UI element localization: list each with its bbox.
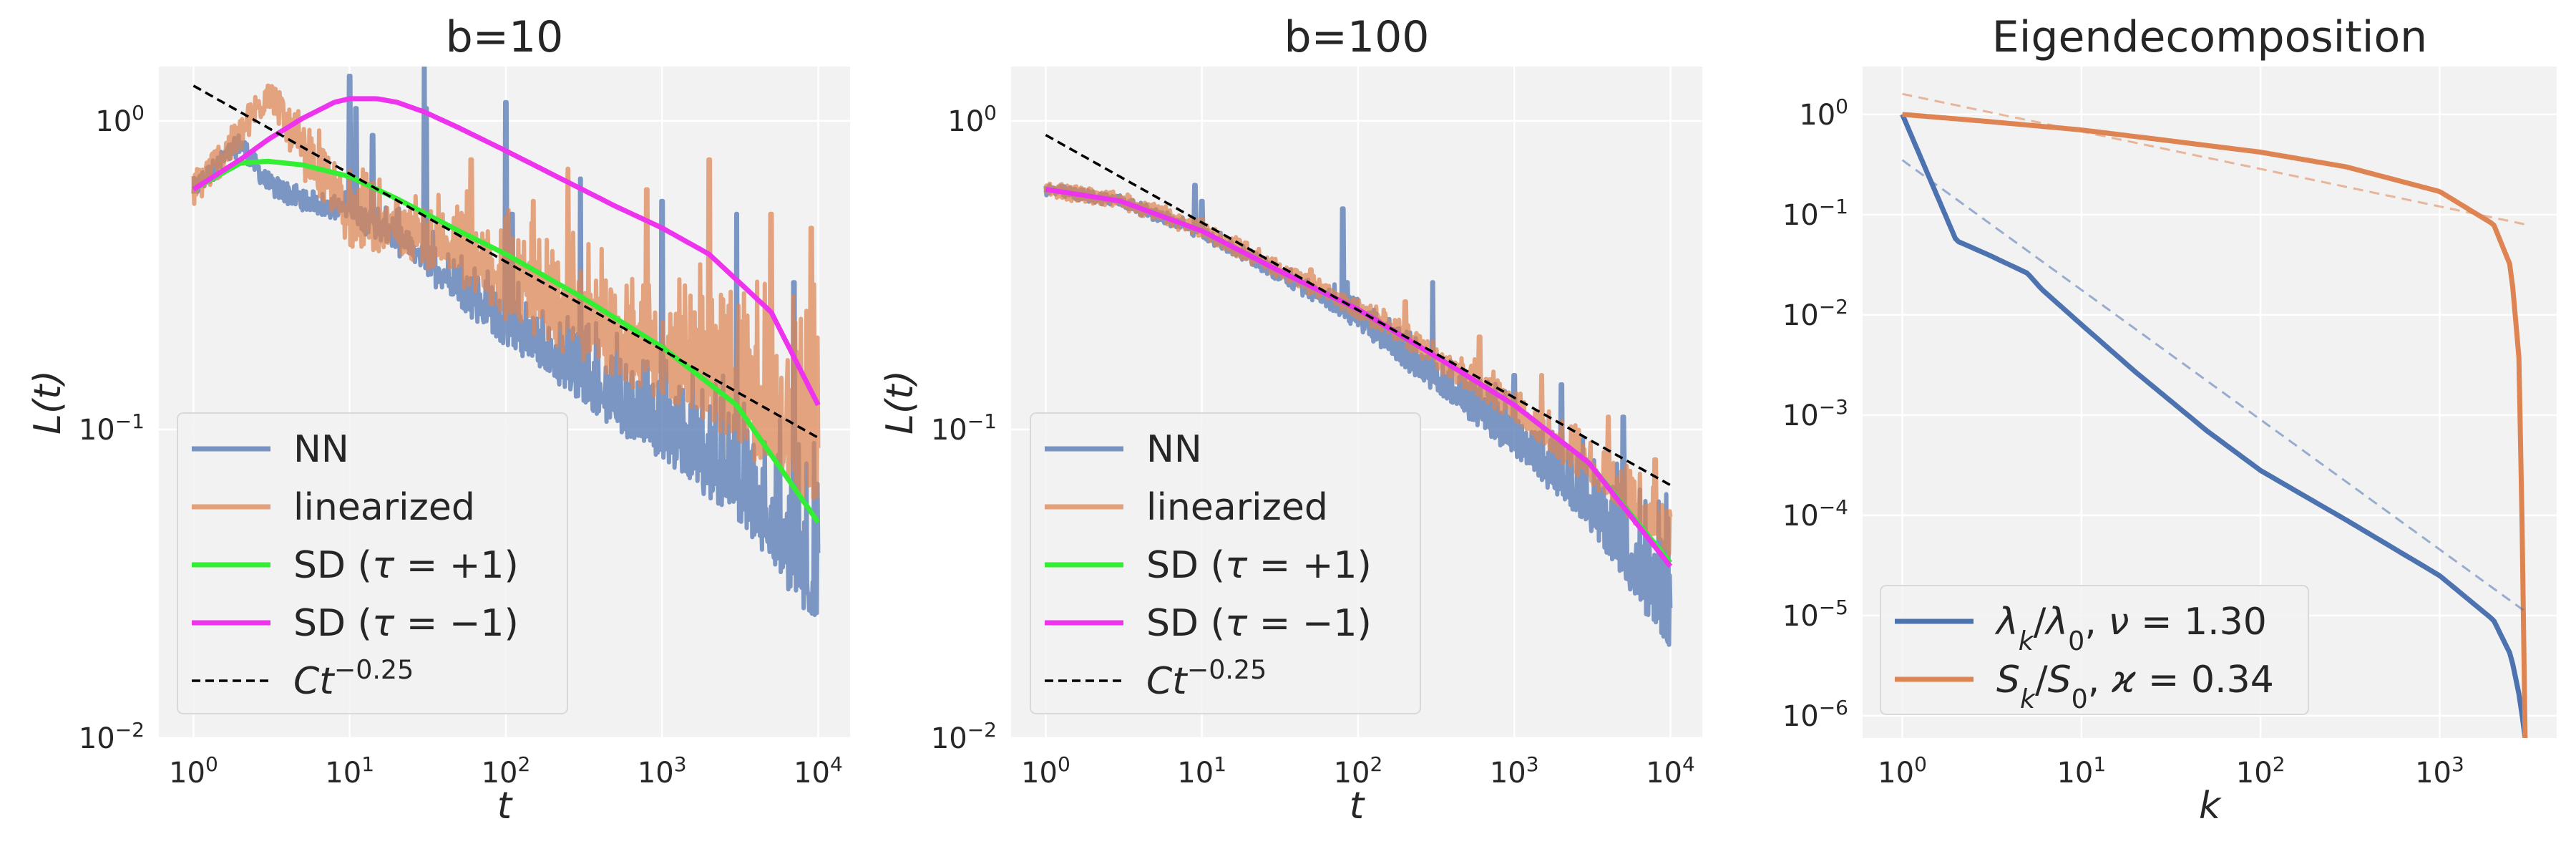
- x-tick-label: 101: [2057, 752, 2106, 790]
- series-group: [191, 67, 821, 617]
- series-line-eigen_S: [1902, 112, 2528, 738]
- series-line-linearized: [191, 83, 821, 501]
- legend-label: SD (τ = +1): [1146, 544, 1372, 587]
- x-tick-label: 103: [638, 752, 687, 790]
- x-tick-label: 100: [1021, 752, 1070, 790]
- legend-label: SD (τ = +1): [293, 544, 519, 587]
- x-tick-label: 103: [1490, 752, 1539, 790]
- legend-label: NN: [293, 428, 349, 471]
- series-line-NN: [1043, 183, 1673, 647]
- y-tick-label: 10−5: [1782, 595, 1848, 633]
- x-axis-label: t: [497, 785, 513, 828]
- y-tick-label: 10−2: [79, 718, 145, 756]
- x-tick-label: 103: [2415, 752, 2464, 790]
- x-tick-label: 102: [482, 752, 531, 790]
- x-tick-label: 102: [2236, 752, 2285, 790]
- y-tick-label: 10−3: [1782, 394, 1848, 432]
- series-line-ref: [1045, 134, 1672, 487]
- y-tick-label: 10−4: [1782, 495, 1848, 533]
- legend-label: Ct−0.25: [293, 654, 414, 704]
- y-tick-label: 100: [95, 100, 145, 138]
- legend: NN linearized SD (τ = +1) SD (τ = −1) Ct−0.2…: [177, 412, 568, 714]
- x-tick-label: 101: [1177, 752, 1226, 790]
- series-group: [1900, 92, 2528, 738]
- x-tick-label: 100: [169, 752, 218, 790]
- x-tick-label: 104: [794, 752, 843, 790]
- legend-label: Ct−0.25: [1146, 654, 1267, 704]
- x-tick-label: 100: [1878, 752, 1927, 790]
- y-axis-label: L(t): [879, 370, 922, 435]
- y-tick-label: 10−1: [1782, 194, 1848, 232]
- panel-2: 100 101 102 103 104 100 10−1 10−2 b=100 t L(t) NN li…: [879, 12, 1702, 828]
- chart-title: b=100: [1284, 12, 1430, 62]
- x-tick-label: 104: [1646, 752, 1695, 790]
- y-tick-label: 100: [1799, 94, 1848, 132]
- legend-label: Sk/S0, ϰ = 0.34: [1996, 659, 2274, 714]
- series-line-ref: [192, 84, 819, 440]
- legend-label: linearized: [1146, 486, 1328, 529]
- legend-label: linearized: [293, 486, 475, 529]
- chart-title: Eigendecomposition: [1992, 12, 2427, 62]
- x-tick-label: 102: [1334, 752, 1383, 790]
- x-axis-label: k: [2199, 785, 2222, 828]
- series-line-sd_minus: [192, 96, 821, 407]
- fit-line-eigen_S: [1902, 92, 2526, 225]
- y-tick-label: 10−1: [79, 409, 145, 447]
- series-line-sd_plus: [192, 158, 821, 524]
- x-tick-label: 101: [325, 752, 374, 790]
- fit-line-eigen_lambda: [1901, 159, 2526, 613]
- y-axis-label: L(t): [26, 370, 69, 435]
- legend-label: SD (τ = −1): [1146, 602, 1372, 645]
- legend-label: SD (τ = −1): [293, 602, 519, 645]
- y-tick-label: 10−2: [1782, 294, 1848, 332]
- panel-3: 100 101 102 103 100 10−1 10−2 10−3 10−4 10−5 10−6 E…: [1782, 12, 2557, 828]
- legend: NN linearized SD (τ = +1) SD (τ = −1) Ct−0.2…: [1030, 412, 1421, 714]
- x-axis-label: t: [1350, 785, 1365, 828]
- legend-box: [177, 412, 568, 714]
- panel-1: 100 101 102 103 104 100 10−1 10−2 b=10 t L(t) NN lin…: [26, 12, 850, 828]
- legend-box: [1880, 585, 2309, 715]
- series-group: [1043, 134, 1673, 647]
- legend-label: λk/λ0, ν = 1.30: [1994, 601, 2267, 656]
- legend-box: [1030, 412, 1421, 714]
- y-tick-label: 100: [947, 100, 997, 138]
- series-line-NN: [191, 67, 821, 617]
- series-line-eigen_lambda: [1900, 113, 2528, 738]
- chart-title: b=10: [446, 12, 564, 62]
- y-tick-label: 10−2: [931, 718, 997, 756]
- y-tick-label: 10−6: [1782, 695, 1848, 733]
- y-tick-label: 10−1: [931, 409, 997, 447]
- legend-label: NN: [1146, 428, 1202, 471]
